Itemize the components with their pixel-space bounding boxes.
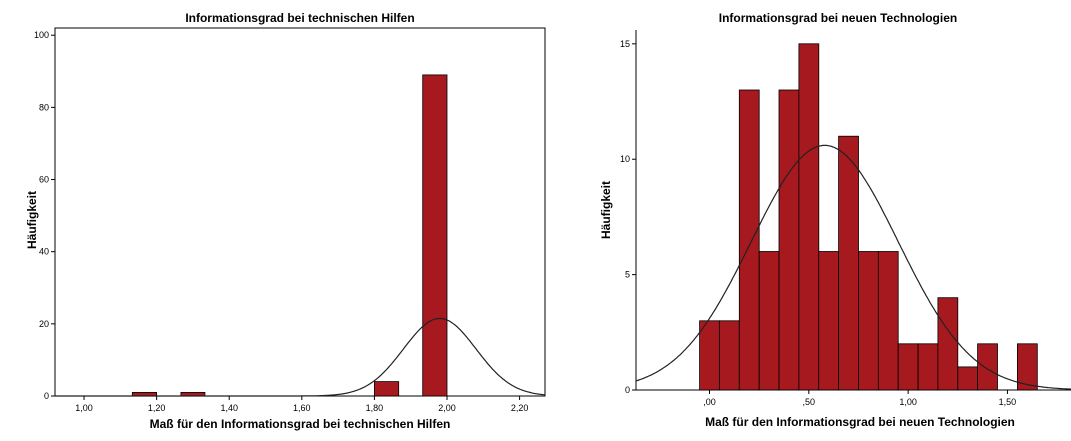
x-tick-label: 1,40 [220, 403, 238, 413]
x-tick-label: 1,80 [366, 403, 384, 413]
histogram-bar [798, 43, 820, 391]
histogram-bar [738, 89, 760, 391]
y-tick-label: 20 [39, 319, 49, 329]
histogram-new-technologies: Informationsgrad bei neuen Technologien … [560, 0, 1071, 436]
y-tick-label: 80 [39, 102, 49, 112]
histogram-bar [838, 135, 859, 391]
y-ticks-group: 0 20 40 60 80 100 [34, 30, 55, 401]
histogram-bar [699, 320, 720, 391]
histogram-bar [957, 366, 979, 391]
histogram-bar [778, 89, 800, 391]
x-tick-label: 2,00 [438, 403, 456, 413]
histogram-bar [422, 74, 448, 397]
normal-curve [55, 317, 546, 397]
y-tick-label: 0 [44, 391, 49, 401]
chart-title: Informationsgrad bei neuen Technologien [719, 11, 957, 25]
histogram-bar [917, 343, 939, 391]
normal-curve [635, 144, 1071, 390]
x-axis-label: Maß für den Informationsgrad bei technis… [150, 417, 451, 431]
curve-group [55, 317, 546, 397]
y-tick-label: 40 [39, 247, 49, 257]
y-tick-label: 5 [625, 270, 630, 280]
y-axis-label: Häufigkeit [599, 181, 613, 239]
histogram-bar [758, 251, 780, 391]
y-tick-label: 15 [620, 39, 630, 49]
histogram-bar [858, 251, 879, 391]
x-tick-label: 1,20 [148, 403, 166, 413]
histogram-bar [818, 251, 840, 391]
curve-group [635, 144, 1071, 390]
y-ticks-group: 0 5 10 15 [620, 39, 636, 395]
chart-title: Informationsgrad bei technischen Hilfen [185, 11, 414, 25]
histogram-bar [977, 343, 998, 391]
x-tick-label: 1,50 [999, 397, 1017, 407]
y-tick-label: 0 [625, 385, 630, 395]
y-tick-label: 10 [620, 154, 630, 164]
y-tick-label: 100 [34, 30, 49, 40]
histogram-bar [937, 297, 959, 391]
chart-svg-technical-aids: Informationsgrad bei technischen Hilfen … [25, 11, 546, 431]
plot-frame [54, 27, 546, 397]
histogram-bar [1016, 343, 1038, 391]
y-tick-label: 60 [39, 175, 49, 185]
y-axis-label: Häufigkeit [25, 191, 39, 249]
histogram-bar [897, 343, 919, 391]
histogram-bar [877, 251, 899, 391]
x-tick-label: 1,60 [293, 403, 311, 413]
x-ticks-group: ,00 ,50 1,00 1,50 [703, 390, 1016, 407]
x-tick-label: 1,00 [75, 403, 93, 413]
x-tick-label: 1,00 [899, 397, 917, 407]
x-tick-label: 2,20 [511, 403, 529, 413]
bars-group [699, 43, 1038, 391]
x-tick-label: ,50 [803, 397, 816, 407]
histogram-bar [718, 320, 740, 391]
histogram-technical-aids: Informationsgrad bei technischen Hilfen … [25, 11, 546, 431]
x-axis-label: Maß für den Informationsgrad bei neuen T… [705, 415, 1015, 429]
histogram-bar [373, 381, 400, 397]
bars-group [131, 74, 448, 397]
chart-svg-new-technologies: Informationsgrad bei neuen Technologien … [599, 11, 1071, 429]
x-tick-label: ,00 [703, 397, 716, 407]
x-ticks-group: 1,00 1,20 1,40 1,60 1,80 2,00 2,20 [75, 396, 528, 413]
